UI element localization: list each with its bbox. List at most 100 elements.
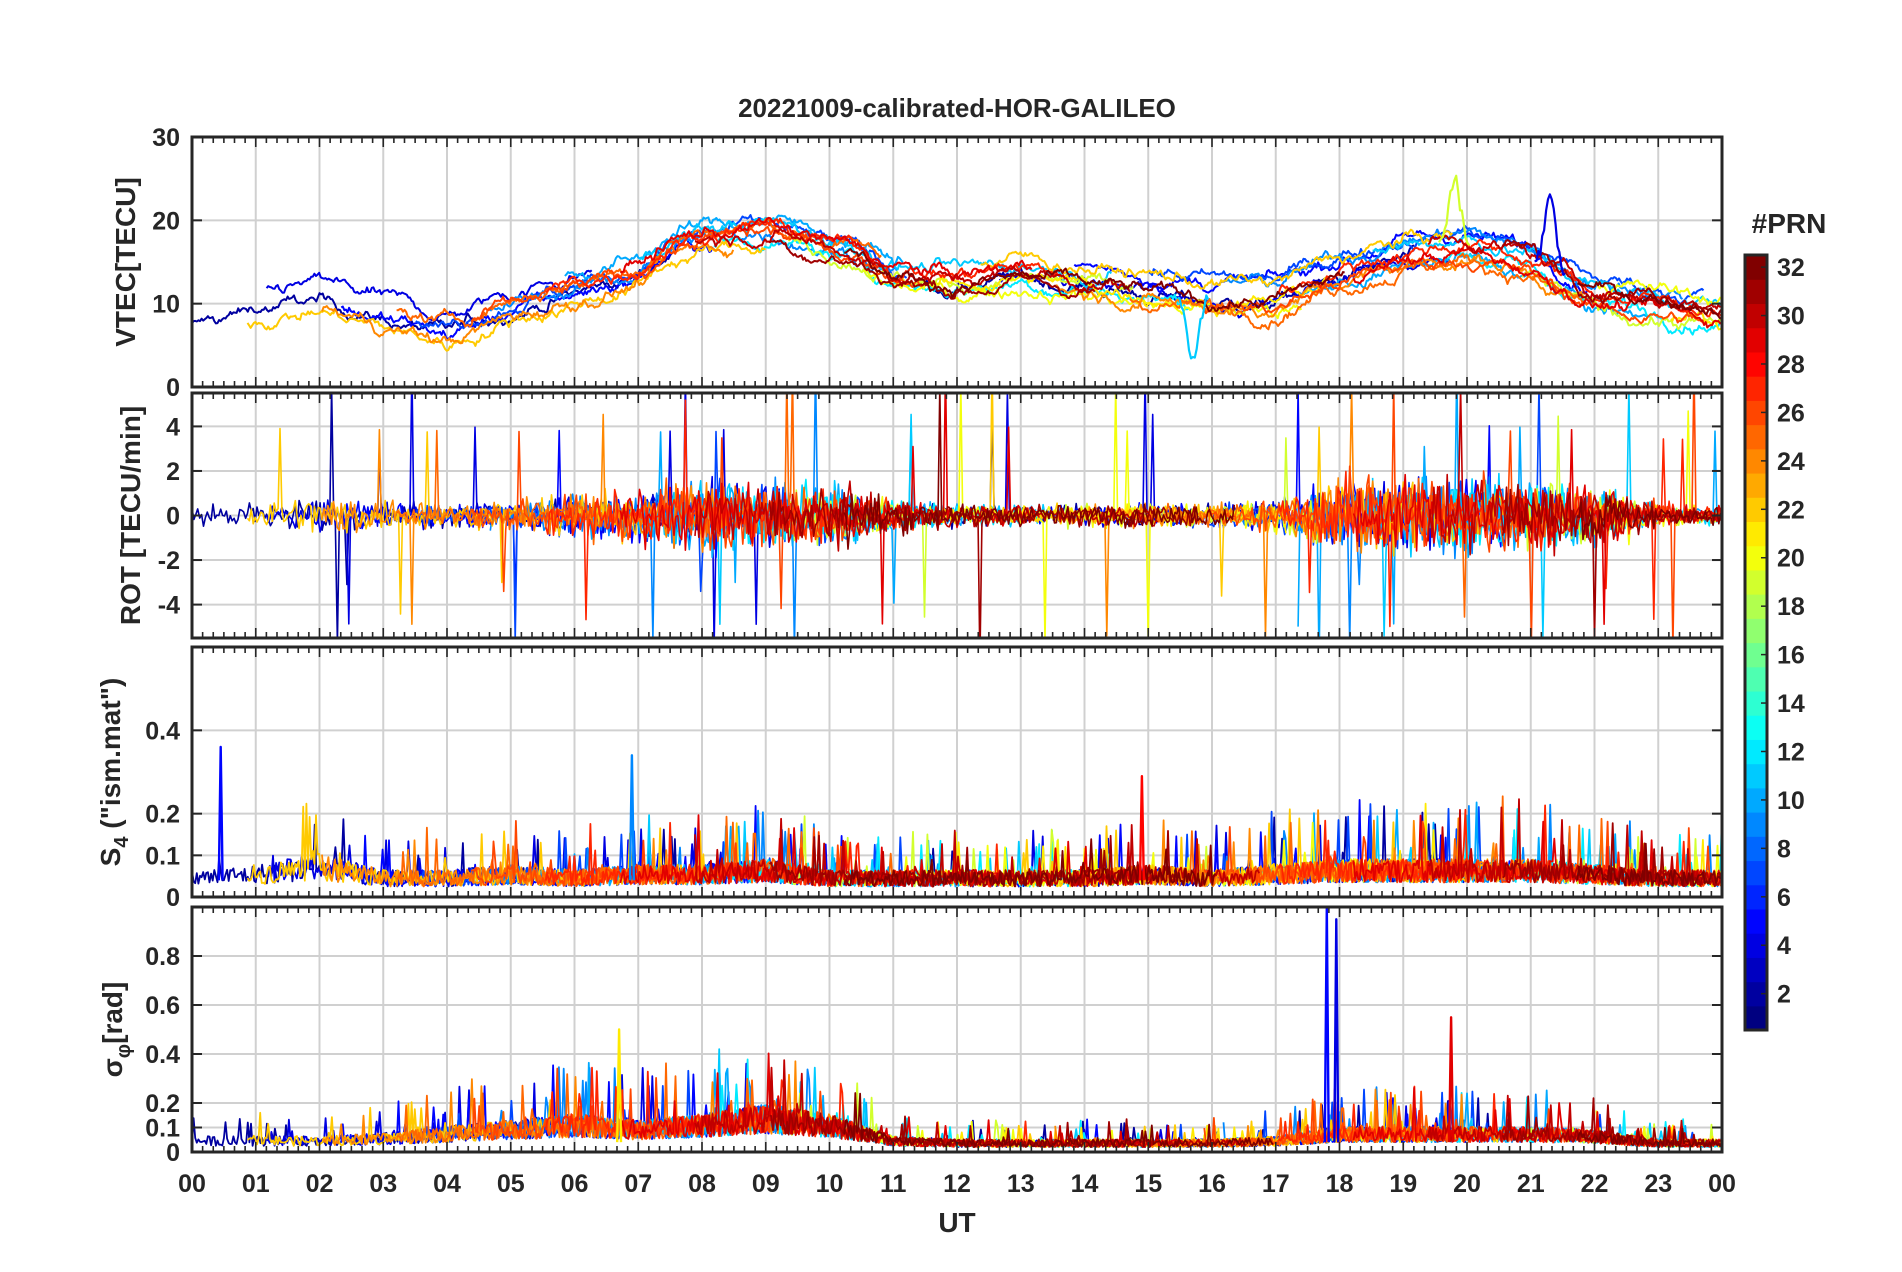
colorbar-segment — [1745, 255, 1767, 280]
colorbar-segment — [1745, 860, 1767, 886]
colorbar-segment — [1745, 424, 1767, 450]
colorbar-tick-label: 18 — [1777, 593, 1805, 621]
vtec-series-prn-29 — [620, 216, 1033, 281]
s4-y-tick-label: 0.4 — [145, 717, 180, 745]
colorbar-tick-label: 14 — [1777, 690, 1805, 718]
vtec-series-prn-11 — [1372, 235, 1722, 309]
x-tick-label: 02 — [306, 1170, 334, 1198]
x-tick-label: 09 — [752, 1170, 780, 1198]
x-tick-label: 00 — [178, 1170, 206, 1198]
vtec-peak-prn-4 — [1534, 193, 1566, 276]
x-tick-label: 10 — [816, 1170, 844, 1198]
vtec-peak-prn-19 — [1438, 174, 1471, 246]
x-tick-label: 01 — [242, 1170, 270, 1198]
chart-title: 20221009-calibrated-HOR-GALILEO — [738, 93, 1176, 123]
s4-series-prn-32 — [1576, 842, 1722, 887]
vtec-series-prn-4 — [265, 269, 593, 322]
x-tick-label: 03 — [369, 1170, 397, 1198]
vtec-y-tick-label: 30 — [152, 124, 180, 152]
colorbar-tick-label: 26 — [1777, 399, 1805, 427]
rot-y-tick-label: -2 — [158, 547, 180, 575]
colorbar-segment — [1745, 933, 1767, 958]
sigma_phi-peak-prn-5 — [1323, 907, 1330, 1143]
x-tick-label: 11 — [880, 1170, 907, 1198]
vtec-series-prn-32 — [1577, 281, 1722, 320]
x-tick-label: 18 — [1326, 1170, 1354, 1198]
x-tick-label: 21 — [1517, 1170, 1545, 1198]
colorbar-segment — [1745, 400, 1767, 426]
colorbar-segment — [1745, 1005, 1767, 1031]
sigma_phi-y-tick-label: 0.8 — [145, 943, 180, 971]
vtec-series-prn-10 — [1297, 252, 1648, 318]
rot-y-tick-label: 0 — [166, 503, 180, 531]
s4-y-tick-label: 0.2 — [145, 801, 180, 829]
vtec-series-prn-19 — [1521, 269, 1722, 331]
x-tick-label: 17 — [1262, 1170, 1290, 1198]
colorbar-segment — [1745, 594, 1767, 619]
vtec-series-prn-26 — [470, 225, 923, 323]
sigma_phi-peak-prn-29 — [1448, 1016, 1455, 1143]
rot-panel: -4 -2 0 2 4 ROT [TECU/min] — [115, 391, 1724, 640]
rot-series-prn-22 — [246, 427, 647, 615]
colorbar-tick-label: 8 — [1777, 835, 1791, 863]
sigma_phi-y-tick-label: 0.6 — [145, 992, 180, 1020]
s4-peak-prn-28 — [1138, 775, 1145, 881]
colorbar-segment — [1745, 812, 1767, 837]
colorbar-tick-label: 4 — [1777, 932, 1791, 960]
vtec-y-tick-label: 0 — [166, 374, 180, 402]
x-tick-label: 22 — [1581, 1170, 1609, 1198]
colorbar-tick-label: 6 — [1777, 884, 1791, 912]
vtec-series-prn-22 — [246, 240, 766, 352]
sigma-phi-panel: 00.10.2 0.4 0.6 0.8 σφ[rad] — [97, 905, 1724, 1167]
vtec-series-prn-32 — [844, 247, 1345, 313]
s4-y-tick-label: 0.1 — [145, 842, 180, 870]
sigma_phi-y-tick-label: 0.4 — [145, 1041, 180, 1069]
colorbar-tick-label: 16 — [1777, 642, 1805, 670]
colorbar-segment — [1745, 836, 1767, 862]
vtec-series-prn-30 — [694, 228, 1131, 294]
vtec-panel: 0 10 20 30 VTEC[TECU] — [110, 124, 1724, 402]
sigma_phi-peak-prn-21 — [616, 1028, 623, 1143]
x-tick-label: 13 — [1007, 1170, 1035, 1198]
colorbar-segment — [1745, 327, 1767, 353]
x-tick-label: 19 — [1389, 1170, 1417, 1198]
colorbar-segment — [1745, 908, 1767, 934]
colorbar-segment — [1745, 884, 1767, 910]
colorbar-segment — [1745, 618, 1767, 644]
vtec-peak-prn-11 — [1177, 294, 1210, 360]
x-tick-label: 12 — [943, 1170, 971, 1198]
x-tick-label: 16 — [1198, 1170, 1226, 1198]
s4-peak-prn-9 — [628, 754, 635, 881]
rot-y-tick-label: -4 — [158, 592, 180, 620]
x-tick-label: 06 — [561, 1170, 589, 1198]
x-tick-label: 00 — [1708, 1170, 1736, 1198]
x-axis: 00 01 02 03 04 05 06 07 08 09 10 11 12 13 14 15 16 17 18 19… — [178, 1170, 1736, 1198]
colorbar-tick-label: 12 — [1777, 738, 1805, 766]
colorbar-segment — [1745, 739, 1767, 765]
colorbar-title: #PRN — [1752, 208, 1827, 239]
colorbar-segment — [1745, 448, 1767, 474]
sigma_phi-series-prn-32 — [843, 1092, 1274, 1148]
colorbar-tick-label: 30 — [1777, 303, 1805, 331]
s4-series-prn-32 — [843, 838, 1217, 888]
vtec-y-tick-label: 10 — [152, 291, 180, 319]
x-tick-label: 05 — [497, 1170, 525, 1198]
rot-series-prn-32 — [1576, 495, 1722, 541]
colorbar-frame — [1743, 253, 1769, 1032]
sigma_phi-y-tick-label: 0.1 — [145, 1115, 180, 1143]
vtec-series-prn-30 — [1427, 234, 1722, 311]
colorbar-segment — [1745, 715, 1767, 740]
colorbar-segment — [1745, 545, 1767, 571]
sigma_phi-y-tick-label: 0.2 — [145, 1090, 180, 1118]
rot-series-prn-32 — [843, 393, 1236, 550]
colorbar-segment — [1745, 376, 1767, 401]
colorbar-segment — [1745, 642, 1767, 668]
rot-y-tick-label: 4 — [166, 413, 180, 441]
colorbar-segment — [1745, 472, 1767, 498]
colorbar-tick-label: 2 — [1777, 981, 1791, 1009]
colorbar-segment — [1745, 763, 1767, 789]
colorbar-segment — [1745, 497, 1767, 523]
colorbar-segment — [1745, 981, 1767, 1007]
